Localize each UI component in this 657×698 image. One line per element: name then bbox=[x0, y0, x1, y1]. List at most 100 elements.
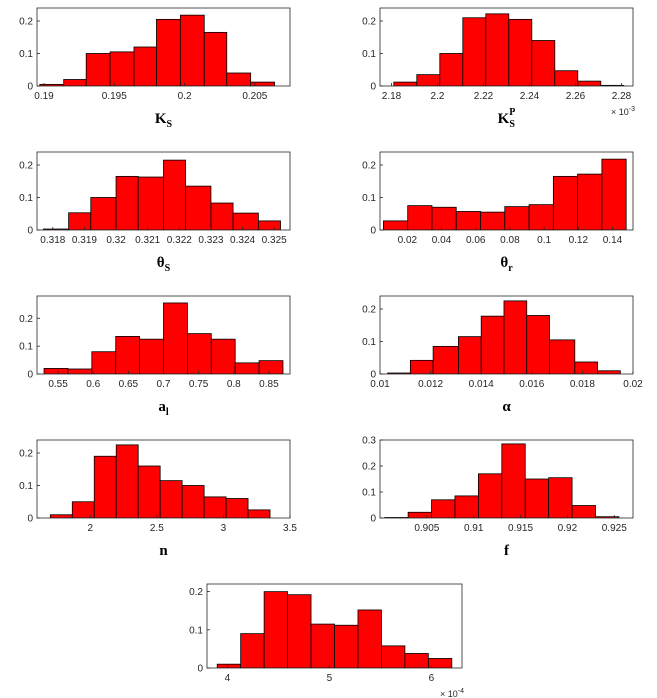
x-tick-label: 0.195 bbox=[102, 91, 127, 102]
bar bbox=[225, 498, 249, 518]
x-label-base: K bbox=[498, 111, 510, 127]
x-label: n bbox=[159, 543, 168, 559]
bar bbox=[137, 176, 164, 230]
x-tick-label: 0.02 bbox=[623, 379, 643, 390]
panel: 0.55 0.6 0.65 0.7 0.75 0.8 0.85 0 0.1 0.2 al bbox=[19, 295, 291, 418]
y-tick-label: 0.2 bbox=[19, 314, 33, 325]
bar bbox=[427, 658, 453, 668]
bar bbox=[439, 53, 464, 86]
bar bbox=[416, 74, 441, 86]
x-tick-label: 0.318 bbox=[40, 235, 65, 246]
bar bbox=[458, 336, 482, 374]
x-tick-label: 0.1 bbox=[537, 235, 551, 246]
x-label: KP S bbox=[498, 107, 516, 130]
bars bbox=[49, 444, 271, 518]
bar bbox=[526, 315, 550, 374]
x-tick-label: 0.04 bbox=[432, 235, 452, 246]
bar bbox=[240, 633, 265, 668]
bar bbox=[263, 591, 288, 668]
bars bbox=[216, 591, 453, 668]
bar bbox=[431, 206, 457, 230]
axes-box bbox=[206, 583, 463, 669]
x-tick-label: 0.02 bbox=[398, 235, 418, 246]
bar bbox=[508, 18, 533, 86]
y-tick-label: 0.2 bbox=[362, 17, 376, 28]
y-tick-label: 0.1 bbox=[362, 337, 376, 348]
y-tick-label: 0.1 bbox=[362, 488, 376, 499]
bar bbox=[480, 315, 505, 374]
x-tick-label: 0.321 bbox=[135, 235, 160, 246]
bars bbox=[39, 14, 275, 86]
x-label-sub: r bbox=[508, 263, 513, 274]
axes-box bbox=[36, 7, 291, 87]
x-tick-label: 0.319 bbox=[72, 235, 97, 246]
axes-box bbox=[379, 151, 634, 231]
panel: 0.01 0.012 0.014 0.016 0.018 0.02 0 0.1 0.2 α bbox=[362, 295, 643, 415]
x-tick-label: 0.322 bbox=[167, 235, 192, 246]
bar bbox=[115, 175, 139, 230]
y-tick-label: 0.2 bbox=[19, 17, 33, 28]
bar bbox=[210, 202, 234, 230]
y-tick-label: 0 bbox=[27, 226, 33, 237]
bar bbox=[574, 361, 598, 374]
bar bbox=[485, 13, 510, 86]
x-tick-label: 0.915 bbox=[508, 523, 533, 534]
bars bbox=[387, 300, 621, 374]
bar bbox=[115, 335, 141, 374]
x-label-sup: P bbox=[509, 107, 515, 118]
bar bbox=[63, 79, 87, 86]
bar bbox=[156, 18, 181, 86]
y-tick-label: 0 bbox=[27, 370, 33, 381]
x-tick-label: 0.06 bbox=[466, 235, 486, 246]
x-tick-label: 2.5 bbox=[150, 523, 164, 534]
x-tick-label: 2 bbox=[87, 523, 93, 534]
bar bbox=[258, 360, 284, 374]
bar bbox=[137, 465, 161, 518]
x-tick-label: 0.905 bbox=[414, 523, 439, 534]
bar bbox=[477, 473, 503, 518]
y-tick-label: 0.1 bbox=[19, 481, 33, 492]
bar bbox=[179, 14, 205, 86]
y-tick-label: 0.3 bbox=[362, 436, 376, 447]
y-tick-label: 0 bbox=[370, 514, 376, 525]
bar bbox=[407, 205, 433, 230]
x-exponent-base: × 10 bbox=[440, 689, 458, 698]
bar bbox=[139, 338, 164, 374]
panel: 2 2.5 3 3.5 0 0.1 0.2 n bbox=[19, 439, 297, 559]
y-tick-label: 0.1 bbox=[19, 49, 33, 60]
axes-box bbox=[379, 295, 634, 375]
bar bbox=[247, 509, 271, 518]
x-label: θr bbox=[500, 255, 513, 274]
x-tick-label: 3.5 bbox=[283, 523, 297, 534]
x-tick-label: 0.324 bbox=[230, 235, 255, 246]
y-tick-label: 0 bbox=[27, 514, 33, 525]
x-label: f bbox=[504, 543, 510, 559]
panel: 0.905 0.91 0.915 0.92 0.925 0 0.1 0.2 0.3 f bbox=[362, 436, 634, 559]
x-label: θS bbox=[157, 255, 171, 274]
bar bbox=[504, 206, 530, 230]
bar bbox=[133, 46, 157, 86]
bar bbox=[310, 623, 335, 668]
x-tick-label: 0.01 bbox=[370, 379, 390, 390]
bar bbox=[109, 51, 135, 86]
bar bbox=[90, 197, 117, 230]
x-exponent-power: -3 bbox=[629, 106, 635, 113]
x-tick-label: 0.55 bbox=[48, 379, 68, 390]
bar bbox=[503, 300, 528, 374]
x-exponent: × 10-3 bbox=[611, 106, 635, 117]
x-tick-label: 2.22 bbox=[474, 91, 494, 102]
bar bbox=[91, 351, 117, 374]
bars bbox=[393, 13, 625, 86]
bar bbox=[287, 594, 312, 668]
panel: 2.18 2.2 2.22 2.24 2.26 2.28 0 0.1 0.2 KP S × 10-3 bbox=[362, 7, 635, 130]
x-label-base: f bbox=[504, 543, 510, 559]
x-tick-label: 0.32 bbox=[106, 235, 126, 246]
bar bbox=[407, 511, 432, 518]
x-tick-label: 6 bbox=[429, 673, 435, 684]
y-tick-label: 0.2 bbox=[362, 462, 376, 473]
bar bbox=[577, 173, 603, 230]
bar bbox=[93, 455, 117, 518]
x-exponent: × 10-4 bbox=[440, 688, 464, 698]
